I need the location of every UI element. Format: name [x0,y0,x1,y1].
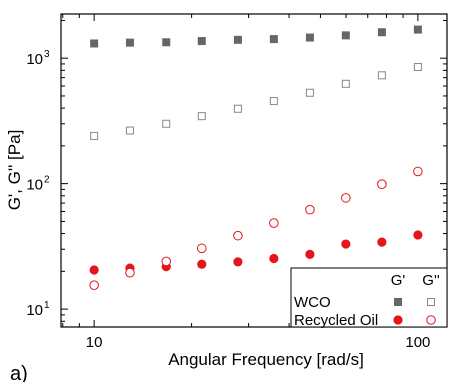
x-tick-label: 100 [405,334,430,351]
data-point [341,193,351,203]
data-point [233,35,242,44]
data-point [413,230,423,240]
data-point [125,267,135,278]
plot-frame [60,13,448,328]
data-point [162,119,171,128]
data-point [269,35,278,44]
data-point [305,33,314,42]
y-axis-label: G', G'' [Pa] [5,130,24,211]
y-tick-label: 10 2 [26,175,50,194]
data-point [197,112,206,121]
series-recycled-oil-storage [89,230,423,275]
legend-box [290,267,448,328]
data-point [269,253,279,264]
data-point [162,38,171,47]
data-point [233,257,243,267]
x-axis-label: Angular Frequency [rad/s] [168,350,364,369]
panel-label: a) [10,363,28,382]
data-point [233,230,243,241]
data-point [341,31,350,40]
data-point [269,97,278,106]
series-wco-loss [90,63,422,140]
y-tick-label-base: 10 [26,177,43,194]
data-point [377,237,387,247]
data-point [377,71,386,80]
series-wco-storage [90,25,422,48]
legend-label: WCO [294,294,331,311]
y-tick-label-base: 10 [26,302,43,319]
data-point [89,280,99,291]
legend-marker [426,315,436,325]
legend-marker [393,315,403,325]
y-tick-label: 10 1 [26,300,50,319]
data-point [90,131,99,140]
data-point [196,243,207,254]
legend-col-header: G'' [422,272,440,289]
x-tick-label: 10 [86,334,103,351]
data-point [413,166,423,177]
data-marks [89,25,423,291]
data-point [233,104,242,113]
legend-col-header: G' [391,272,406,289]
legend-marker [427,298,435,306]
data-point [125,38,134,47]
data-point [305,204,315,215]
legend-marker [394,298,402,306]
data-point [125,126,134,135]
series-recycled-oil-loss [89,166,423,291]
data-point [269,218,279,228]
data-point [413,25,422,34]
data-point [305,249,315,259]
data-point [341,239,351,249]
data-point [161,256,172,267]
y-tick-label-exponent: 2 [44,175,50,186]
legend-label: Recycled Oil [294,312,378,329]
data-point [341,79,350,88]
data-point [90,39,99,48]
plot-area [60,13,448,328]
data-point [413,63,422,72]
data-point [197,37,206,46]
y-tick-label-base: 10 [26,51,43,68]
data-point [89,265,99,275]
y-tick-label: 10 3 [26,49,50,68]
data-point [377,179,387,189]
data-point [377,28,386,37]
data-point [305,88,314,97]
y-tick-label-exponent: 3 [44,49,50,60]
y-tick-label-exponent: 1 [44,300,50,311]
data-point [197,259,207,269]
